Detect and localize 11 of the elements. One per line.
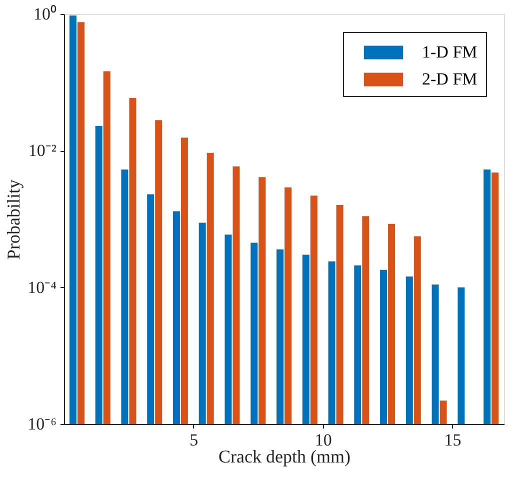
- legend-label: 1-D FM: [422, 42, 478, 62]
- y-tick-label: 10⁰: [34, 4, 56, 24]
- y-tick-label: 10⁻⁶: [28, 414, 57, 434]
- x-axis-title: Crack depth (mm): [218, 446, 350, 466]
- y-tick-label: 10⁻²: [28, 141, 56, 160]
- y-axis-title: Probability: [4, 180, 24, 260]
- legend-label: 2-D FM: [422, 70, 478, 88]
- y-tick-label: 10⁻⁴: [28, 278, 57, 297]
- x-tick-label: 5: [190, 430, 198, 450]
- x-tick-label: 10: [314, 430, 332, 450]
- x-tick-label: 15: [444, 430, 462, 450]
